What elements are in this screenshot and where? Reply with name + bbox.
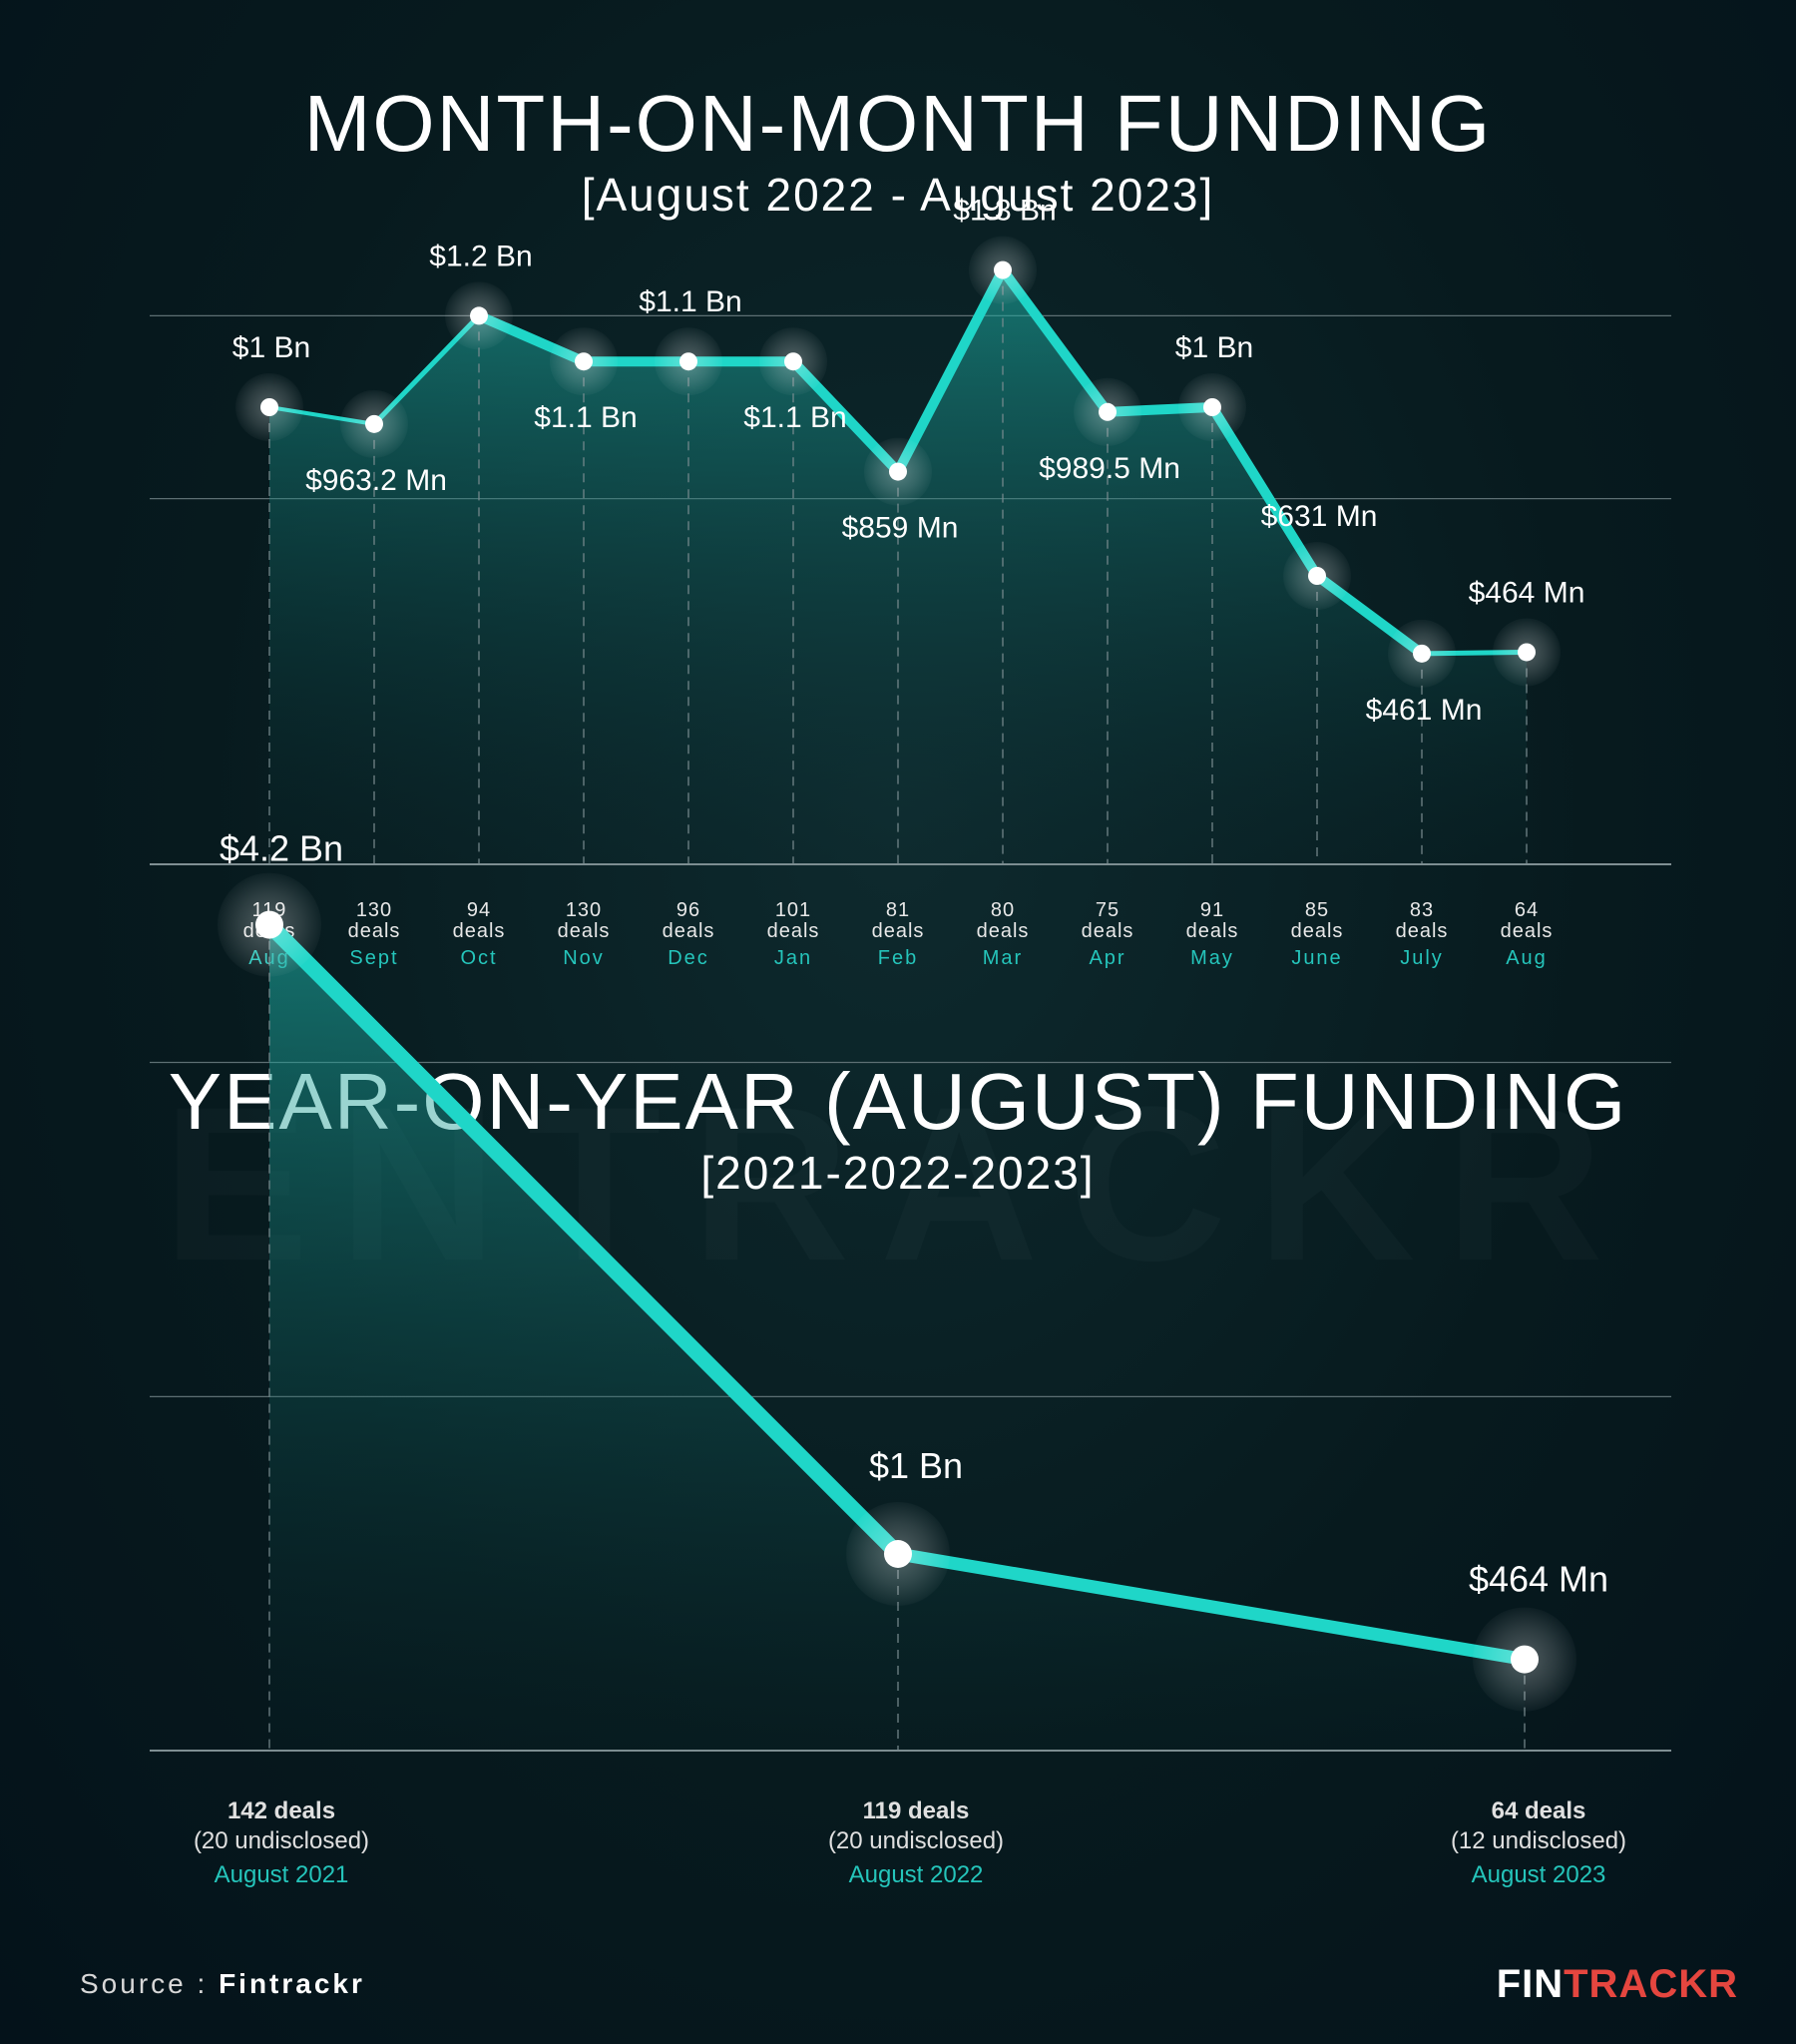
value-label: $859 Mn <box>842 512 959 545</box>
deal-count: 85 <box>1305 899 1329 921</box>
data-point <box>1413 644 1431 663</box>
month-label: Mar <box>983 947 1023 969</box>
value-label: $461 Mn <box>1366 694 1483 727</box>
month-label: Aug <box>1506 947 1548 969</box>
month-label: Oct <box>460 947 497 969</box>
month-label: Nov <box>563 947 605 969</box>
value-label: $1.3 Bn <box>953 195 1056 228</box>
undisclosed-count: (20 undisclosed) <box>194 1827 369 1854</box>
value-label: $464 Mn <box>1469 1559 1608 1600</box>
deal-word: deals <box>1186 920 1239 942</box>
data-point <box>784 352 802 371</box>
value-label: $1.2 Bn <box>429 240 532 272</box>
data-point <box>365 414 383 433</box>
value-label: $989.5 Mn <box>1039 452 1180 485</box>
deal-word: deals <box>1501 920 1554 942</box>
undisclosed-count: (12 undisclosed) <box>1451 1827 1626 1854</box>
deal-word: deals <box>348 920 401 942</box>
value-label: $1 Bn <box>232 331 310 364</box>
deal-count: 101 <box>775 899 811 921</box>
deal-word: deals <box>663 920 715 942</box>
deal-word: deals <box>1396 920 1449 942</box>
data-point <box>1518 643 1536 662</box>
source-name: Fintrackr <box>219 1968 365 1999</box>
month-label: June <box>1291 947 1342 969</box>
data-point <box>1308 567 1326 586</box>
fintrackr-logo: FINTRACKR <box>1497 1962 1738 2007</box>
data-point <box>255 910 283 939</box>
deal-count: 130 <box>356 899 392 921</box>
deal-count: 119 deals <box>863 1797 970 1824</box>
value-label: $1 Bn <box>1175 331 1253 364</box>
series-segment <box>261 916 906 1562</box>
value-label: $1.1 Bn <box>743 401 846 434</box>
deal-count: 80 <box>991 899 1015 921</box>
value-label: $963.2 Mn <box>305 464 447 497</box>
source-credit: Source : Fintrackr <box>80 1968 365 2000</box>
chart1-subtitle: [August 2022 - August 2023] <box>581 169 1215 221</box>
deal-count: 130 <box>566 899 602 921</box>
month-label: July <box>1400 947 1444 969</box>
month-label: Feb <box>878 947 918 969</box>
deal-word: deals <box>977 920 1030 942</box>
value-label: $4.2 Bn <box>220 828 343 869</box>
deal-word: deals <box>1082 920 1134 942</box>
data-point <box>1203 398 1221 416</box>
series-segment <box>893 264 1008 477</box>
month-label: May <box>1190 947 1234 969</box>
period-label: August 2021 <box>215 1861 349 1888</box>
deal-count: 64 <box>1515 899 1539 921</box>
deal-count: 94 <box>467 899 491 921</box>
data-point <box>470 306 488 325</box>
month-label: Sept <box>349 947 398 969</box>
deal-count: 75 <box>1096 899 1120 921</box>
logo-fin: FIN <box>1496 1962 1565 2006</box>
series-segment <box>891 1547 1532 1667</box>
data-point <box>260 398 278 416</box>
deal-word: deals <box>1291 920 1344 942</box>
data-point <box>575 352 593 371</box>
data-point <box>884 1540 912 1568</box>
deal-word: deals <box>453 920 506 942</box>
month-label: Apr <box>1089 947 1125 969</box>
value-label: $1.1 Bn <box>639 285 741 318</box>
month-label: Jan <box>774 947 812 969</box>
area-fill <box>269 924 1525 1751</box>
logo-trackr: TRACKR <box>1564 1962 1738 2006</box>
deal-count: 81 <box>886 899 910 921</box>
monthly-chart: $1 Bn119dealsAug$963.2 Mn130dealsSept$1.… <box>150 195 1671 969</box>
month-label: Dec <box>668 947 709 969</box>
yearly-chart: $4.2 Bn 142 deals (20 undisclosed) August 2… <box>150 828 1671 1888</box>
data-point <box>1099 402 1117 421</box>
deal-count: 83 <box>1410 899 1434 921</box>
value-label: $1 Bn <box>869 1445 963 1486</box>
data-point <box>889 462 907 481</box>
value-label: $1.1 Bn <box>534 401 637 434</box>
value-label: $631 Mn <box>1261 500 1378 533</box>
value-label: $464 Mn <box>1469 576 1585 609</box>
period-label: August 2022 <box>849 1861 984 1888</box>
deal-word: deals <box>872 920 925 942</box>
deal-word: deals <box>558 920 611 942</box>
deal-count: 142 deals <box>227 1797 335 1824</box>
data-point <box>994 260 1012 279</box>
data-point <box>1511 1645 1539 1674</box>
data-point <box>679 352 697 371</box>
period-label: August 2023 <box>1472 1861 1606 1888</box>
deal-count: 91 <box>1200 899 1224 921</box>
undisclosed-count: (20 undisclosed) <box>828 1827 1004 1854</box>
deal-count: 64 deals <box>1492 1797 1586 1824</box>
deal-count: 96 <box>676 899 700 921</box>
chart2-subtitle: [2021-2022-2023] <box>700 1147 1096 1199</box>
source-prefix: Source : <box>80 1968 220 1999</box>
chart1-title: MONTH-ON-MONTH FUNDING <box>303 79 1493 168</box>
deal-word: deals <box>767 920 820 942</box>
